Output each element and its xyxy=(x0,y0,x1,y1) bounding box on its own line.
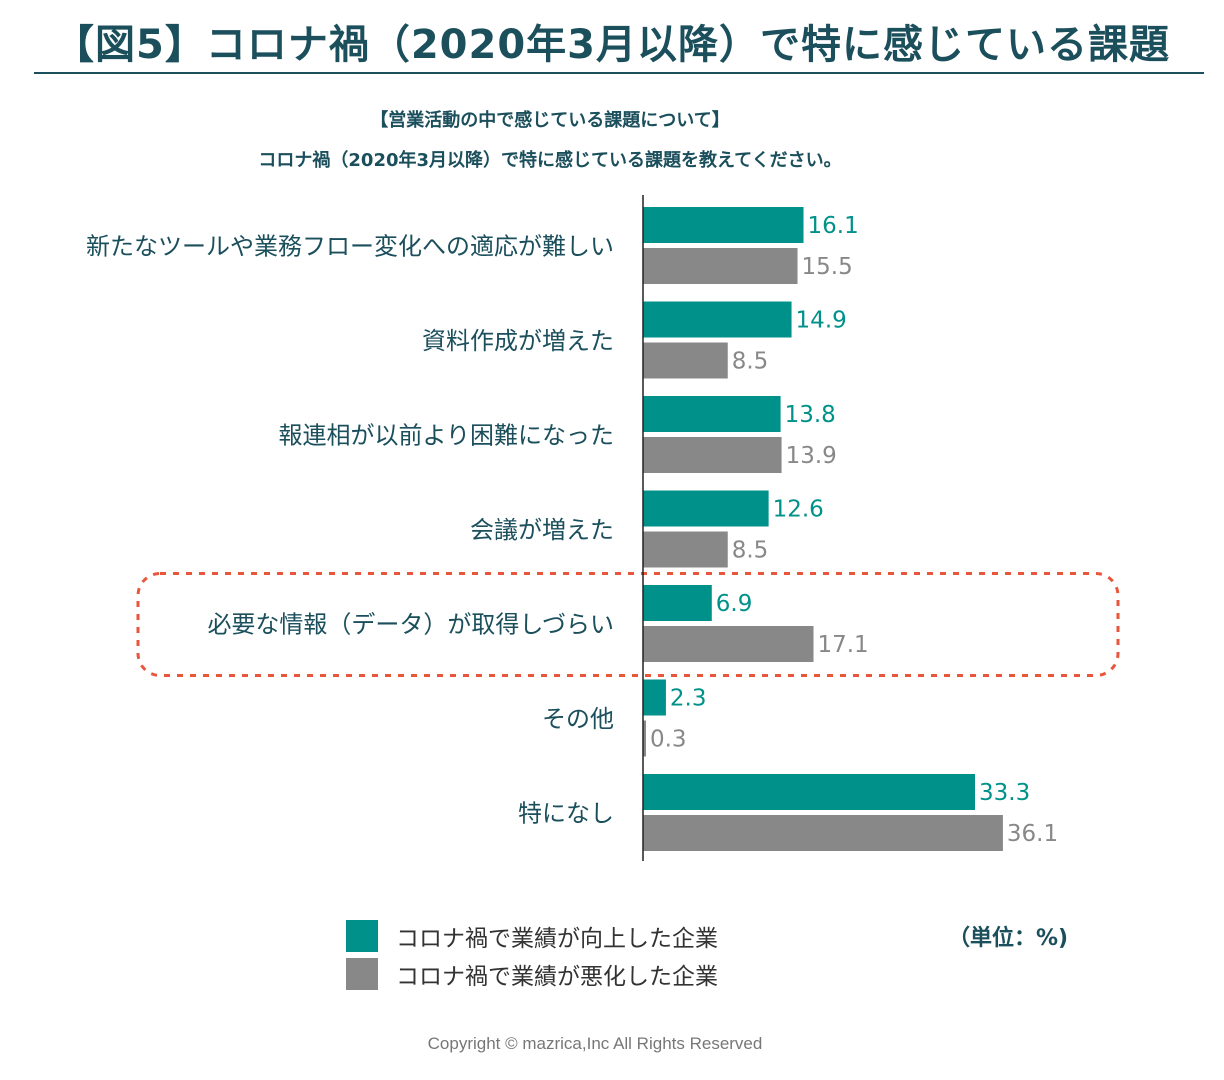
data-label: 13.8 xyxy=(785,402,836,428)
question-text: コロナ禍（2020年3月以降）で特に感じている課題を教えてください。 xyxy=(258,150,842,171)
data-label: 8.5 xyxy=(732,538,769,564)
legend-label-worsened: コロナ禍で業績が悪化した企業 xyxy=(396,964,718,990)
bar-chart: 新たなツールや業務フロー変化への適応が難しい 16.1 15.5 資料作成が増えた 14… xyxy=(86,195,1120,861)
bar-worsened xyxy=(643,437,782,473)
data-label: 12.6 xyxy=(773,497,824,523)
data-label: 13.9 xyxy=(786,443,837,469)
title-divider xyxy=(34,72,1204,74)
bar-worsened xyxy=(643,531,728,568)
data-label: 36.1 xyxy=(1007,821,1058,847)
legend-swatch-worsened xyxy=(346,958,378,990)
bar-worsened xyxy=(643,248,798,284)
bar-improved xyxy=(643,301,792,338)
category-label: 必要な情報（データ）が取得しづらい xyxy=(207,611,614,639)
data-label: 15.5 xyxy=(802,254,853,280)
page-title: 【図5】コロナ禍（2020年3月以降）で特に感じている課題 xyxy=(54,22,1170,68)
legend-item-worsened: コロナ禍で業績が悪化した企業 xyxy=(346,957,718,991)
highlight-box xyxy=(136,572,1120,677)
data-label: 6.9 xyxy=(716,591,753,617)
category-label: その他 xyxy=(542,705,614,733)
bar-improved xyxy=(643,490,769,527)
data-label: 0.3 xyxy=(650,727,687,753)
bar-improved xyxy=(643,585,712,621)
category-label: 報連相が以前より困難になった xyxy=(278,422,614,450)
category-label: 会議が増えた xyxy=(470,516,614,544)
data-label: 8.5 xyxy=(732,349,769,375)
bar-worsened xyxy=(643,720,646,757)
bar-improved xyxy=(643,679,666,716)
category-label: 特になし xyxy=(518,800,614,828)
legend-swatch-improved xyxy=(346,920,378,952)
category-label: 資料作成が増えた xyxy=(422,327,614,355)
bar-improved xyxy=(643,396,781,432)
unit-label: （単位：%) xyxy=(948,926,1069,951)
bar-worsened xyxy=(643,626,814,662)
data-label: 17.1 xyxy=(817,632,868,658)
legend-label-improved: コロナ禍で業績が向上した企業 xyxy=(396,926,718,952)
bar-improved xyxy=(643,207,804,243)
bar-worsened xyxy=(643,815,1003,851)
category-label: 新たなツールや業務フロー変化への適応が難しい xyxy=(86,233,614,261)
data-label: 14.9 xyxy=(796,308,847,334)
data-label: 2.3 xyxy=(670,686,707,712)
question-heading: 【営業活動の中で感じている課題について】 xyxy=(370,110,730,131)
bar-improved xyxy=(643,774,976,810)
data-label: 16.1 xyxy=(808,213,859,239)
legend-item-improved: コロナ禍で業績が向上した企業 xyxy=(346,919,718,953)
bar-worsened xyxy=(643,342,728,379)
data-label: 33.3 xyxy=(979,780,1030,806)
copyright-notice: Copyright © mazrica,Inc All Rights Reser… xyxy=(427,1034,763,1053)
